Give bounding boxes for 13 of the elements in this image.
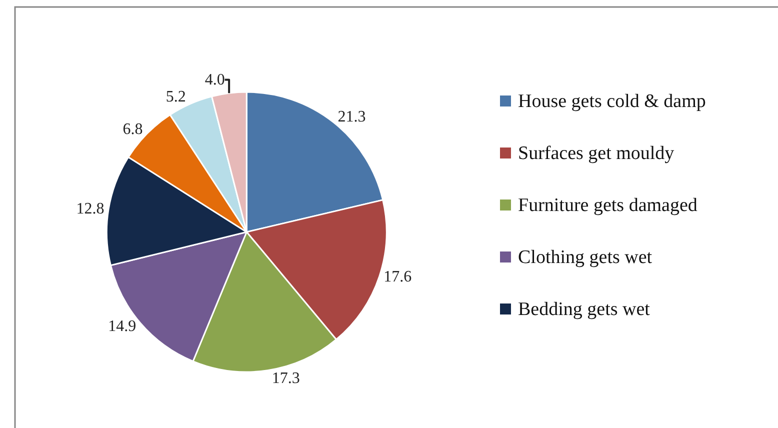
data-label: 14.9	[108, 318, 136, 336]
data-label: 17.3	[272, 370, 300, 388]
data-label: 5.2	[166, 88, 186, 106]
legend-label: Clothing gets wet	[518, 247, 653, 268]
data-label: 6.8	[122, 121, 143, 138]
legend-label: Bedding gets wet	[518, 299, 651, 320]
data-label: 21.3	[338, 108, 366, 126]
legend-label: House gets cold & damp	[518, 91, 706, 112]
legend-label: Furniture gets damaged	[518, 195, 698, 216]
legend-label: Surfaces get mouldy	[518, 143, 675, 164]
data-label: 17.6	[384, 268, 412, 286]
data-label: 12.8	[76, 200, 104, 218]
data-label: 4.0	[204, 71, 225, 88]
